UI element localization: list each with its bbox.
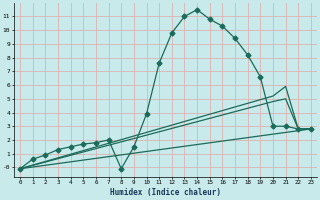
X-axis label: Humidex (Indice chaleur): Humidex (Indice chaleur): [110, 188, 221, 197]
